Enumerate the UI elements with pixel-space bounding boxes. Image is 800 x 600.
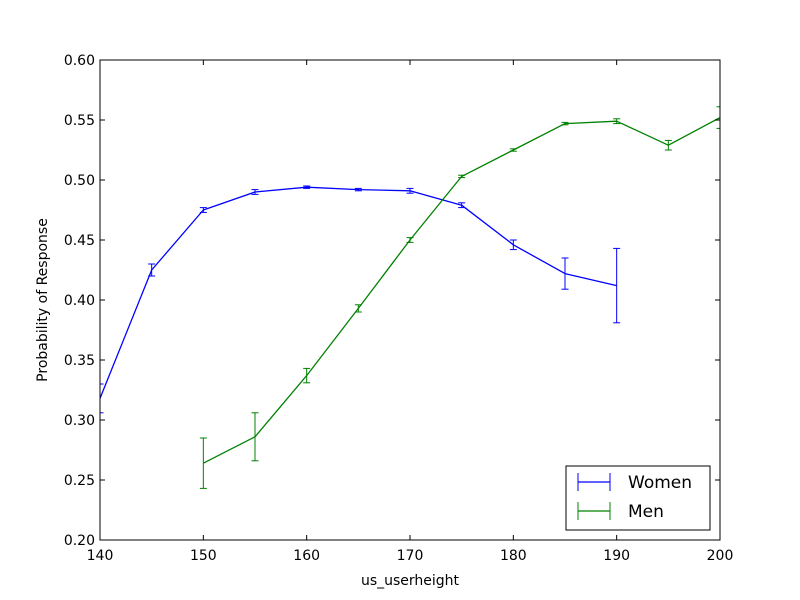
legend: Women Men [565,465,711,531]
legend-box [565,465,711,531]
y-tick-label: 0.20 [64,533,95,549]
x-tick-label: 150 [190,548,217,564]
x-tick-label: 160 [293,548,320,564]
y-tick-label: 0.35 [64,353,95,369]
x-tick-label: 170 [397,548,424,564]
legend-entry-women: Women [577,473,692,493]
x-tick-label: 200 [707,548,734,564]
series-women [100,185,621,414]
y-tick-label: 0.60 [64,53,95,69]
legend-label: Women [628,473,692,493]
tick-layer [99,59,721,541]
series-layer [100,106,720,489]
y-tick-label: 0.45 [64,233,95,249]
x-tick-label: 180 [500,548,527,564]
y-axis-label: Probability of Response [35,218,51,382]
legend-label: Men [628,502,664,522]
series-men [199,106,720,489]
x-tick-label: 190 [603,548,630,564]
tick-label-layer: 140 150 160 170 180 190 200 0.20 0.25 0.30 0.35 0.4… [64,53,734,564]
y-tick-label: 0.50 [64,173,95,189]
x-axis-label: us_userheight [361,573,460,589]
y-tick-label: 0.30 [64,413,95,429]
y-tick-label: 0.25 [64,473,95,489]
y-tick-label: 0.55 [64,113,95,129]
y-tick-label: 0.40 [64,293,95,309]
x-tick-label: 140 [87,548,114,564]
legend-entry-men: Men [577,502,664,522]
